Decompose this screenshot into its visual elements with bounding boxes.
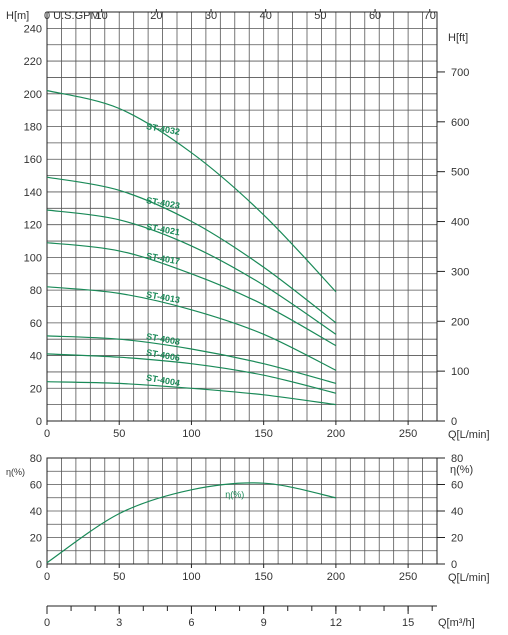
head-curve-st-4004	[46, 381, 336, 406]
head-curve-st-4006	[46, 353, 337, 394]
head-y-tick-label: 160	[24, 154, 42, 166]
flow-m3h-ticks: 0 3 6 9 12 15	[44, 605, 437, 629]
efficiency-y-tick-label: 0	[36, 559, 42, 571]
head-y-tick-label: 180	[24, 122, 42, 134]
head-x-tick-label: 150	[254, 428, 272, 440]
head-top-tick-label: 30	[205, 10, 217, 22]
head-y-tick-label: 60	[30, 318, 42, 330]
head-curve-label-st-4032: ST-4032	[145, 121, 180, 137]
efficiency-y-tick-label: 60	[30, 480, 42, 492]
head-curve-label-st-4021: ST-4021	[145, 222, 180, 238]
efficiency-chart-panel: 0 20 40 60 80 0 20 40 60 80 0 50 100 150 200 250 η(%) η…	[6, 453, 490, 584]
efficiency-y-tick-label: 40	[30, 506, 42, 518]
head-right-tick-label: 0	[451, 416, 457, 428]
efficiency-y-axis-label: η(%)	[6, 467, 25, 477]
head-curves: ST-4032ST-4023ST-4021ST-4017ST-4013ST-40…	[46, 89, 337, 406]
efficiency-right-tick-label: 20	[451, 533, 463, 545]
head-top-tick-label: 20	[150, 10, 162, 22]
efficiency-x-tick-label: 150	[254, 571, 272, 583]
efficiency-x-tick-label: 250	[399, 571, 417, 583]
head-top-tick-label: 60	[369, 10, 381, 22]
head-x-axis-label: Q[L/min]	[448, 429, 490, 441]
head-y-tick-label: 200	[24, 89, 42, 101]
head-y-tick-label: 40	[30, 351, 42, 363]
efficiency-x-axis-label: Q[L/min]	[448, 572, 490, 584]
head-top-axis-label: 0 U.S.GPM	[44, 10, 100, 22]
flow-m3h-tick-label: 15	[402, 617, 414, 629]
head-curve-st-4013	[46, 286, 337, 371]
head-y-tick-label: 220	[24, 56, 42, 68]
efficiency-x-tick-label: 50	[113, 571, 125, 583]
head-top-tick-label: 70	[424, 10, 436, 22]
head-y-axis-label: H[m]	[6, 10, 29, 22]
efficiency-y-tick-label: 80	[30, 453, 42, 465]
head-y-tick-label: 80	[30, 285, 42, 297]
head-x-tick-label: 250	[399, 428, 417, 440]
head-x-tick-label: 0	[44, 428, 50, 440]
efficiency-right-tick-label: 60	[451, 480, 463, 492]
head-y-tick-label: 140	[24, 187, 42, 199]
head-curve-st-4008	[46, 335, 337, 384]
efficiency-right-axis-label: η(%)	[450, 464, 473, 476]
flow-m3h-axis: 0 3 6 9 12 15 Q[m³/h]	[44, 605, 475, 629]
head-curve-st-4032	[46, 89, 337, 293]
head-right-tick-label: 700	[451, 67, 469, 79]
efficiency-x-tick-label: 200	[327, 571, 345, 583]
head-y-tick-label: 0	[36, 416, 42, 428]
head-y-tick-label: 100	[24, 252, 42, 264]
efficiency-right-tick-label: 0	[451, 559, 457, 571]
head-right-axis-label: H[ft]	[448, 32, 468, 44]
head-right-tick-label: 600	[451, 117, 469, 129]
flow-m3h-tick-label: 9	[261, 617, 267, 629]
head-curve-st-4017	[46, 242, 337, 347]
head-y-tick-label: 240	[24, 23, 42, 35]
flow-m3h-tick-label: 3	[116, 617, 122, 629]
head-x-tick-label: 200	[327, 428, 345, 440]
head-curve-st-4021	[46, 209, 337, 335]
head-right-tick-label: 200	[451, 316, 469, 328]
efficiency-x-tick-label: 100	[182, 571, 200, 583]
head-plot-frame	[46, 11, 438, 422]
flow-m3h-tick-label: 6	[188, 617, 194, 629]
efficiency-right-tick-label: 40	[451, 506, 463, 518]
head-right-tick-label: 300	[451, 266, 469, 278]
head-right-tick-label: 500	[451, 167, 469, 179]
head-y-tick-label: 20	[30, 383, 42, 395]
head-x-tick-label: 100	[182, 428, 200, 440]
efficiency-gridlines	[46, 457, 438, 565]
head-top-tick-label: 10	[96, 10, 108, 22]
flow-m3h-axis-label: Q[m³/h]	[438, 617, 475, 629]
efficiency-right-tick-label: 80	[451, 453, 463, 465]
efficiency-curve-label: η(%)	[225, 490, 244, 500]
efficiency-tick-labels: 0 20 40 60 80 0 20 40 60 80 0 50 100 150 200 250	[30, 453, 464, 583]
head-y-tick-label: 120	[24, 220, 42, 232]
head-top-tick-label: 40	[260, 10, 272, 22]
head-right-tick-label: 400	[451, 217, 469, 229]
efficiency-curve: η(%)	[46, 482, 337, 564]
efficiency-curve-line	[46, 482, 337, 564]
flow-m3h-tick-label: 0	[44, 617, 50, 629]
efficiency-y-tick-label: 20	[30, 533, 42, 545]
head-curve-st-4023	[46, 176, 337, 324]
flow-m3h-tick-label: 12	[330, 617, 342, 629]
head-top-tick-label: 50	[314, 10, 326, 22]
head-gridlines	[46, 11, 438, 422]
efficiency-x-tick-label: 0	[44, 571, 50, 583]
head-x-tick-label: 50	[113, 428, 125, 440]
head-right-tick-label: 100	[451, 366, 469, 378]
